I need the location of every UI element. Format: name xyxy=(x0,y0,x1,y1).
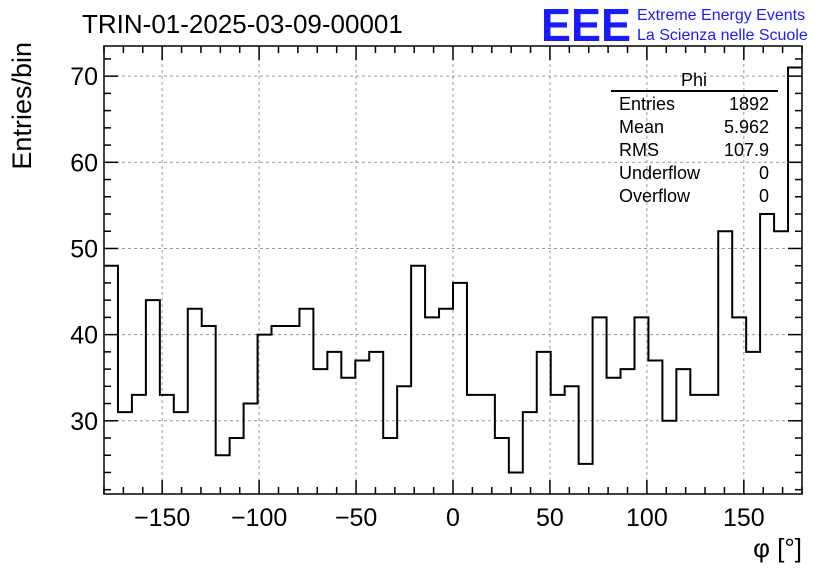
eee-logo-line2: La Scienza nelle Scuole xyxy=(637,27,808,44)
histogram-bin xyxy=(481,395,495,494)
histogram-bin xyxy=(174,412,188,494)
stats-value-entries: 1892 xyxy=(729,94,769,114)
histogram-bin xyxy=(607,378,621,494)
eee-logo-line1: Extreme Energy Events xyxy=(637,7,805,24)
x-tick-label: −50 xyxy=(335,504,377,532)
histogram-bin xyxy=(146,300,160,494)
stats-label-rms: RMS xyxy=(619,140,659,160)
x-tick-label: 0 xyxy=(446,504,460,532)
histogram-bin xyxy=(230,438,244,494)
y-tick-label: 70 xyxy=(70,63,98,91)
histogram-bin xyxy=(244,404,258,494)
histogram-bin xyxy=(760,214,774,494)
eee-logo: EEE Extreme Energy Events La Scienza nel… xyxy=(541,0,808,51)
stats-box: Phi Entries 1892 Mean 5.962 RMS 107.9 Underflo… xyxy=(611,70,778,206)
histogram-step-line xyxy=(104,66,802,474)
histogram-bin xyxy=(285,326,299,494)
stats-label-overflow: Overflow xyxy=(619,186,691,206)
histogram-bin xyxy=(523,412,537,494)
axis-ticks xyxy=(103,46,803,494)
eee-logo-mark: EEE xyxy=(541,0,631,51)
histogram-bin xyxy=(341,378,355,494)
y-tick-label: 50 xyxy=(70,235,98,263)
histogram-bin xyxy=(313,369,327,494)
stats-value-underflow: 0 xyxy=(759,163,769,183)
histogram-bin xyxy=(774,231,788,494)
stats-value-overflow: 0 xyxy=(759,186,769,206)
histogram-bin xyxy=(202,326,216,494)
histogram-bin xyxy=(383,438,397,494)
histogram-bin xyxy=(621,369,635,494)
histogram-bin xyxy=(648,360,662,494)
histogram-bin xyxy=(718,231,732,494)
histogram-bin xyxy=(355,360,369,494)
stats-value-mean: 5.962 xyxy=(724,117,769,137)
histogram-bin xyxy=(369,352,383,494)
histogram-bin xyxy=(551,395,565,494)
histogram-bin xyxy=(397,386,411,494)
histogram-bin xyxy=(411,266,425,494)
histogram-bin xyxy=(690,395,704,494)
histogram-bin xyxy=(634,317,648,494)
stats-label-underflow: Underflow xyxy=(619,163,701,183)
histogram-bin xyxy=(662,421,676,494)
histogram-bin xyxy=(327,352,341,494)
histogram-bin xyxy=(299,309,313,494)
grid-lines xyxy=(104,46,802,494)
plot-frame xyxy=(103,45,803,495)
y-tick-label: 40 xyxy=(70,322,98,350)
stats-label-entries: Entries xyxy=(619,94,675,114)
histogram-bin xyxy=(258,335,272,494)
y-tick-label: 60 xyxy=(70,149,98,177)
stats-title: Phi xyxy=(681,70,707,90)
histogram-bin xyxy=(453,283,467,494)
histogram-bin xyxy=(495,438,509,494)
histogram-bin xyxy=(272,326,286,494)
histogram-bin xyxy=(676,369,690,494)
histogram-bin xyxy=(425,317,439,494)
histogram-bin xyxy=(593,317,607,494)
x-tick-label: −150 xyxy=(134,504,190,532)
x-tick-label: 50 xyxy=(536,504,564,532)
x-tick-label: 150 xyxy=(723,504,765,532)
x-tick-label: 100 xyxy=(626,504,668,532)
histogram-bin xyxy=(704,395,718,494)
histogram-bin xyxy=(216,455,230,494)
stats-value-rms: 107.9 xyxy=(724,140,769,160)
y-axis-label: Entries/bin xyxy=(7,42,37,170)
histogram-bin xyxy=(188,309,202,494)
y-tick-label: 30 xyxy=(70,408,98,436)
histogram-bin xyxy=(118,412,132,494)
x-tick-label: −100 xyxy=(231,504,287,532)
histogram-bin xyxy=(565,386,579,494)
x-tick-labels: −150 −100 −50 0 50 100 150 xyxy=(134,504,765,532)
y-tick-labels: 30 40 50 60 70 xyxy=(70,63,98,436)
x-axis-label: φ [°] xyxy=(753,533,802,563)
histogram-bin xyxy=(132,395,146,494)
histogram-bin xyxy=(439,309,453,494)
histogram-bin xyxy=(579,464,593,494)
histogram-bin xyxy=(746,352,760,494)
histogram-bin xyxy=(537,352,551,494)
stats-label-mean: Mean xyxy=(619,117,664,137)
chart-title: TRIN-01-2025-03-09-00001 xyxy=(82,9,403,39)
histogram-bin xyxy=(467,395,481,494)
histogram-bin xyxy=(788,68,802,494)
